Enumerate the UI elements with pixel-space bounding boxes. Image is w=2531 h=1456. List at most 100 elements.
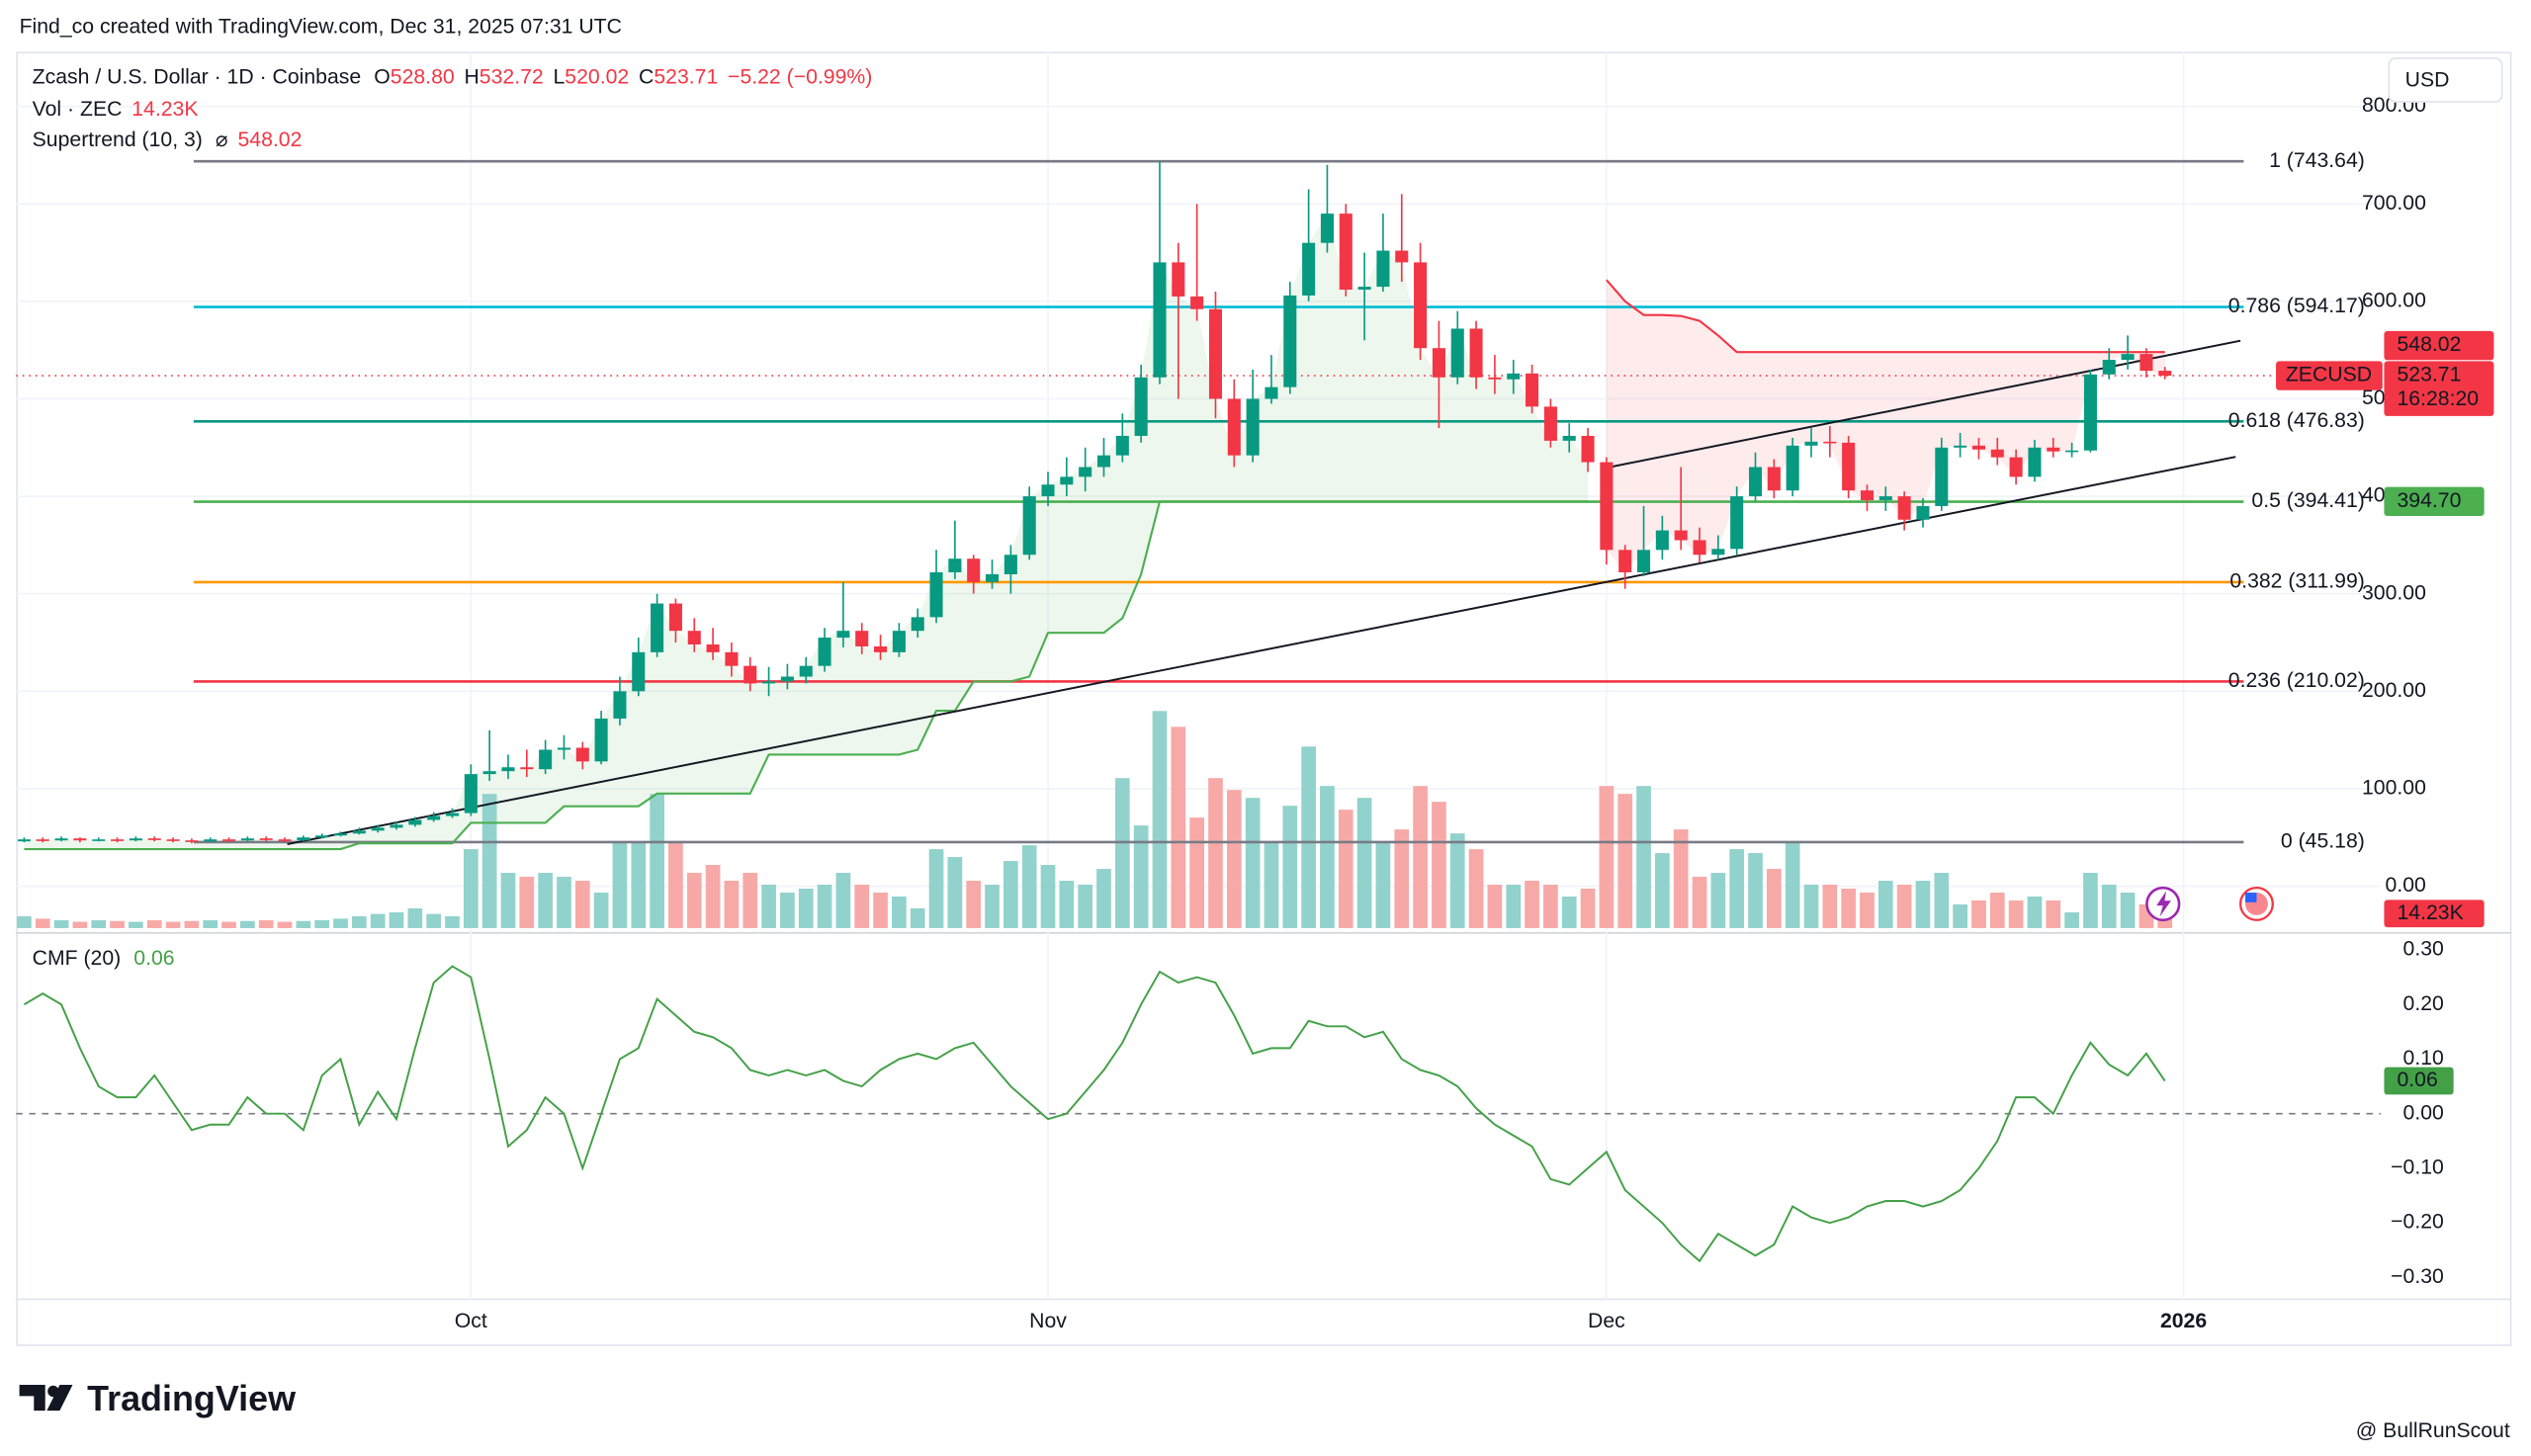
volume-bar xyxy=(445,915,460,928)
candle-body xyxy=(185,840,199,842)
currency-button[interactable] xyxy=(2388,57,2503,103)
candle-body xyxy=(1302,242,1316,296)
candle-body xyxy=(1283,295,1297,387)
candle-body xyxy=(1562,435,1576,441)
candle-body xyxy=(1600,462,1614,551)
volume-bar xyxy=(557,877,571,928)
candle-body xyxy=(762,681,776,684)
candle-body xyxy=(1581,435,1595,463)
candle-body xyxy=(501,767,515,772)
fib-label: 0 (45.18) xyxy=(2281,830,2365,853)
fib-label: 0.5 (394.41) xyxy=(2251,489,2364,512)
candle-body xyxy=(892,631,906,652)
volume-bar xyxy=(1133,825,1149,928)
cmf-pane xyxy=(16,965,2382,1263)
volume-bar xyxy=(1655,853,1670,928)
volume-bar xyxy=(1264,841,1279,928)
candle-body xyxy=(371,827,385,831)
volume-bar xyxy=(1040,865,1056,928)
candle-body xyxy=(36,839,49,841)
volume-tag-box xyxy=(2384,899,2485,928)
volume-bar xyxy=(947,857,963,928)
candle-body xyxy=(1897,496,1911,520)
fib-label: 0.786 (594.17) xyxy=(2228,295,2365,317)
flag-icon[interactable] xyxy=(2238,886,2274,921)
candle-body xyxy=(687,631,701,644)
volume-bar xyxy=(1468,849,1484,928)
candle-body xyxy=(594,718,608,762)
volume-bar xyxy=(203,919,218,928)
candle-body xyxy=(333,833,348,836)
candle-body xyxy=(2047,447,2060,452)
volume-bar xyxy=(1171,727,1186,928)
candle-body xyxy=(1022,496,1036,556)
brand: TradingView xyxy=(87,1378,296,1418)
candle-body xyxy=(1526,373,1539,407)
cmf-tick-label: 0.20 xyxy=(2403,992,2444,1015)
candle-body xyxy=(1320,214,1334,243)
candle-body xyxy=(874,645,888,652)
candle-body xyxy=(1935,447,1949,506)
y-tick-label: 300.00 xyxy=(2362,581,2426,604)
candle-body xyxy=(1543,406,1557,441)
volume-bar xyxy=(110,920,125,928)
candle-body xyxy=(651,603,664,652)
volume-bar xyxy=(2120,893,2136,928)
candle-body xyxy=(2158,371,2172,377)
cmf-value: 0.06 xyxy=(133,947,174,970)
ohlc-key: L xyxy=(554,65,566,88)
cmf-tag-box xyxy=(2384,1067,2454,1095)
candle-body xyxy=(1842,442,1856,491)
level-tag-box xyxy=(2384,486,2485,517)
candle-body xyxy=(1432,348,1445,378)
candle-body xyxy=(445,813,460,816)
volume-bar xyxy=(1114,778,1130,928)
channel-line xyxy=(1604,339,2241,470)
cmf-tick-label: 0.30 xyxy=(2403,938,2444,961)
volume-bar xyxy=(463,849,479,928)
header: Find_co created with TradingView.com, De… xyxy=(20,16,622,39)
currency[interactable]: USD xyxy=(2405,68,2450,91)
volume-bar xyxy=(928,849,944,928)
volume-bar xyxy=(705,865,721,928)
candle-body xyxy=(799,665,813,677)
volume-bar xyxy=(1877,881,1893,928)
volume-value: 14.23K xyxy=(131,98,198,121)
volume-name: Vol · ZEC xyxy=(33,98,123,121)
volume-bar xyxy=(333,918,348,928)
cmf-tick-label: −0.10 xyxy=(2391,1156,2444,1179)
volume-bar xyxy=(2101,885,2117,928)
ohlc-value: 532.72 xyxy=(480,65,544,88)
candle-body xyxy=(482,771,496,775)
candle-body xyxy=(743,665,757,684)
volume-bar xyxy=(1301,746,1316,928)
trend-line xyxy=(287,456,2236,846)
volume-bar xyxy=(892,897,907,928)
volume-bar xyxy=(72,921,88,928)
candle-body xyxy=(929,572,943,618)
volume-bar xyxy=(1525,881,1539,928)
volume-bar xyxy=(1506,885,1522,928)
candle-body xyxy=(1507,373,1521,380)
candle-body xyxy=(1786,445,1799,491)
lightning-icon[interactable] xyxy=(2145,886,2181,922)
candle-body xyxy=(1153,262,1167,378)
candle-body xyxy=(1916,505,1930,520)
candle-body xyxy=(1096,455,1111,468)
supertrend-line xyxy=(1606,279,2165,354)
ohlc-value: 528.80 xyxy=(391,65,455,88)
y-tick-label: 600.00 xyxy=(2362,289,2426,311)
ohlc-value: 523.71 xyxy=(654,65,718,88)
volume-bar xyxy=(1208,778,1223,928)
candle-body xyxy=(1450,328,1464,378)
volume-bar xyxy=(1356,798,1372,928)
volume-bar xyxy=(221,921,236,928)
candle-body xyxy=(259,838,273,840)
volume-bar xyxy=(1021,845,1037,928)
volume-bar xyxy=(1282,806,1298,928)
candle-body xyxy=(985,573,1000,582)
volume-bar xyxy=(1915,881,1931,928)
volume-bar xyxy=(314,919,330,928)
y-tick-label: 700.00 xyxy=(2362,192,2426,214)
volume-bar xyxy=(1245,798,1261,928)
